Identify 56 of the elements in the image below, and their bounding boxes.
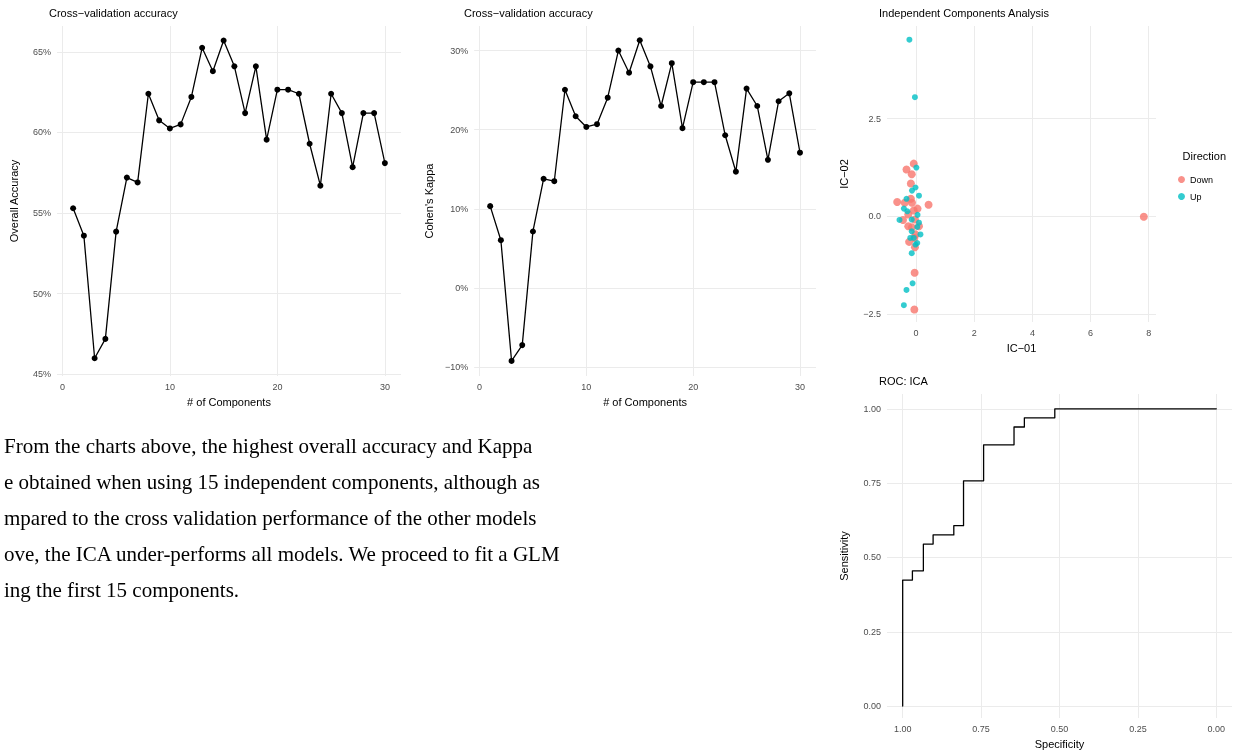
legend-label: Up: [1189, 191, 1202, 202]
x-tick-label: 2: [971, 327, 977, 338]
legend-title: Direction: [1182, 149, 1226, 162]
x-tick-label: 30: [794, 381, 805, 392]
y-tick-label: 0%: [455, 283, 469, 294]
x-tick-label: 8: [1146, 327, 1152, 338]
x-tick-label: 4: [1029, 327, 1035, 338]
y-tick-label: 1.00: [863, 403, 881, 414]
x-tick-label: 0.75: [972, 723, 990, 734]
x-tick-label: 1.00: [893, 723, 912, 734]
y-tick-label: 0.00: [863, 701, 881, 712]
y-tick-label: 2.5: [868, 113, 881, 124]
text: mpared to the cross validation performance of the other models: [4, 505, 538, 532]
y-axis-title: IC−02: [837, 159, 850, 189]
chart-title: Cross−validation accuracy: [464, 6, 594, 19]
y-tick-label: −2.5: [863, 309, 881, 320]
y-tick-label: −10%: [444, 362, 469, 373]
x-tick-label: 0: [59, 381, 65, 392]
x-tick-label: 0.00: [1207, 723, 1226, 734]
y-tick-label: 45%: [32, 369, 51, 380]
chart-title: Cross−validation accuracy: [49, 6, 179, 19]
y-axis-title: Cohen's Kappa: [422, 162, 435, 239]
x-axis-title: # of Components: [187, 395, 272, 408]
y-axis-title: Overall Accuracy: [7, 159, 20, 243]
x-axis-title: IC−01: [1006, 341, 1037, 354]
y-tick-label: 55%: [32, 208, 51, 219]
x-axis-title: # of Components: [603, 395, 688, 408]
x-axis-title: Specificity: [1034, 737, 1085, 750]
x-tick-label: 10: [581, 381, 592, 392]
y-tick-label: 30%: [450, 45, 469, 56]
y-tick-label: 0.50: [863, 552, 881, 563]
y-tick-label: 50%: [32, 288, 51, 299]
x-tick-label: 20: [688, 381, 699, 392]
chart-title: ROC: ICA: [879, 374, 929, 387]
x-tick-label: 20: [272, 381, 283, 392]
y-tick-label: 10%: [450, 203, 469, 214]
x-tick-label: 0.25: [1129, 723, 1147, 734]
text: From the charts above, the highest overall accuracy and Kappa: [4, 433, 534, 460]
y-tick-label: 60%: [32, 127, 51, 138]
x-tick-label: 0.50: [1050, 723, 1069, 734]
y-tick-label: 65%: [32, 46, 51, 57]
x-tick-label: 10: [164, 381, 175, 392]
x-tick-label: 6: [1088, 327, 1094, 338]
chart-title: Independent Components Analysis: [879, 6, 1050, 19]
x-tick-label: 0: [477, 381, 483, 392]
y-tick-label: 0.25: [863, 626, 881, 637]
legend-label: Down: [1189, 174, 1214, 185]
x-tick-label: 0: [913, 327, 919, 338]
y-axis-title: Sensitivity: [837, 530, 850, 581]
x-tick-label: 30: [379, 381, 390, 392]
y-tick-label: 20%: [450, 124, 469, 135]
y-tick-label: 0.0: [868, 211, 881, 222]
y-tick-label: 0.75: [863, 478, 881, 489]
text: ove, the ICA under-performs all models. We proceed to fit a GLM: [4, 541, 561, 568]
text: e obtained when using 15 independent components, although as: [4, 469, 541, 496]
text: ing the first 15 components.: [4, 577, 241, 604]
